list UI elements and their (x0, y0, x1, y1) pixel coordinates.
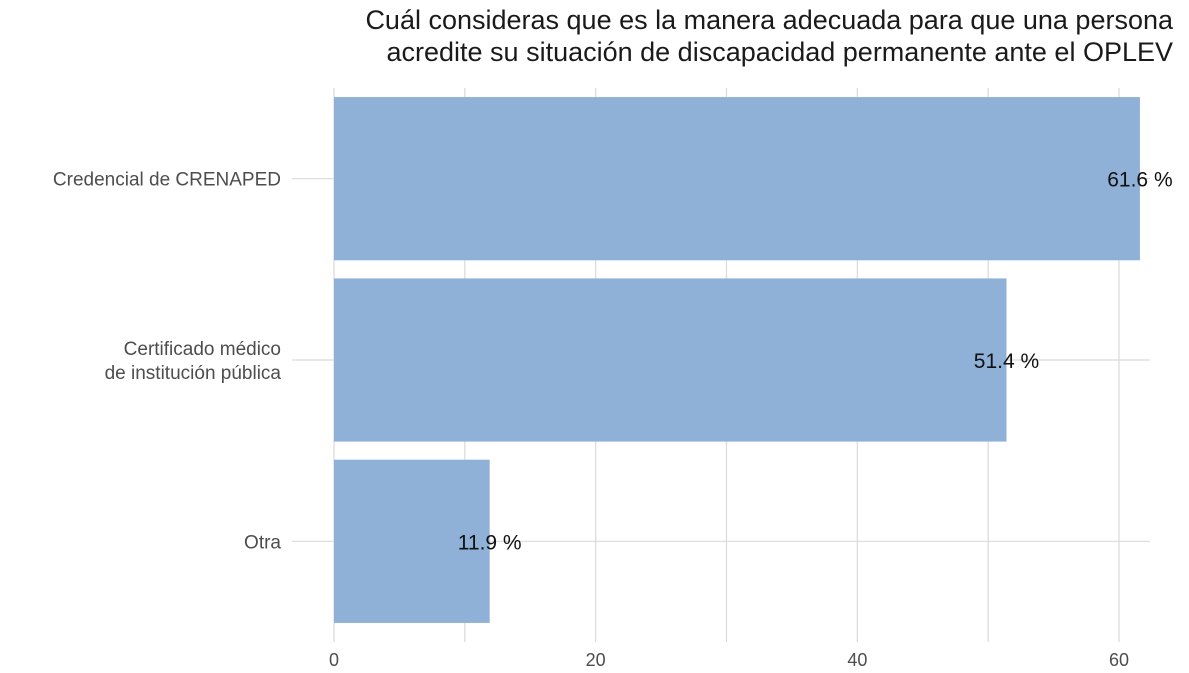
bar-value-label: 51.4 % (974, 350, 1039, 373)
chart-title-line-2: acredite su situación de discapacidad pe… (386, 37, 1174, 67)
x-tick-label: 0 (329, 650, 339, 670)
value-labels: 61.6 % 51.4 % 11.9 % (458, 169, 1173, 555)
x-tick-label: 20 (586, 650, 606, 670)
bar (334, 97, 1140, 261)
chart-title-line-1: Cuál consideras que es la manera adecuad… (365, 5, 1173, 35)
chart-title: Cuál consideras que es la manera adecuad… (365, 4, 1173, 68)
x-axis-ticks: 0 20 40 60 (329, 650, 1129, 670)
y-tick-label: Credencial de CRENAPED (53, 170, 281, 191)
bars (334, 97, 1140, 623)
bar-value-label: 11.9 % (458, 531, 522, 554)
y-axis-ticks: Credencial de CRENAPED Certificado médico… (53, 170, 282, 554)
bar (334, 459, 490, 623)
y-tick-label: Otra (244, 532, 281, 553)
x-tick-label: 60 (1109, 650, 1129, 670)
y-tick-label: de institución pública (105, 363, 282, 384)
bar-value-label: 61.6 % (1107, 169, 1172, 192)
y-tick-label: Certificado médico (124, 339, 281, 360)
bar (334, 278, 1007, 442)
x-tick-label: 40 (847, 650, 867, 670)
